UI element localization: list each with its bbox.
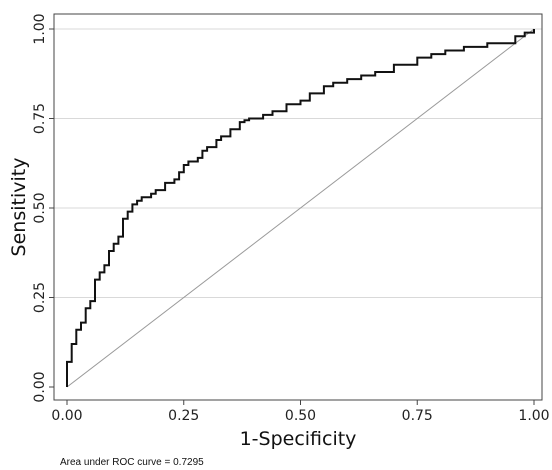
x-tick-label: 0.25 (168, 408, 199, 424)
plot-frame (53, 13, 543, 401)
auc-note: Area under ROC curve = 0.7295 (60, 457, 204, 468)
roc-curve (66, 29, 535, 387)
y-axis-title: Sensitivity (8, 158, 30, 257)
y-tick-label: 0.25 (32, 282, 48, 313)
y-tick-label: 1.00 (32, 13, 48, 44)
y-axis: 0.00 0.25 0.50 0.75 1.00 (32, 13, 54, 403)
y-tick-label: 0.00 (32, 371, 48, 402)
x-axis-title: 1-Specificity (240, 428, 357, 450)
x-axis: 0.00 0.25 0.50 0.75 1.00 (51, 400, 550, 424)
x-tick-label: 0.00 (51, 408, 82, 424)
reference-diagonal (66, 28, 535, 388)
x-tick-label: 0.75 (402, 408, 433, 424)
y-tick-label: 0.50 (32, 192, 48, 223)
x-tick-label: 1.00 (518, 408, 549, 424)
horizontal-gridlines (54, 28, 542, 298)
y-tick-label: 0.75 (32, 103, 48, 134)
x-tick-label: 0.50 (285, 408, 316, 424)
